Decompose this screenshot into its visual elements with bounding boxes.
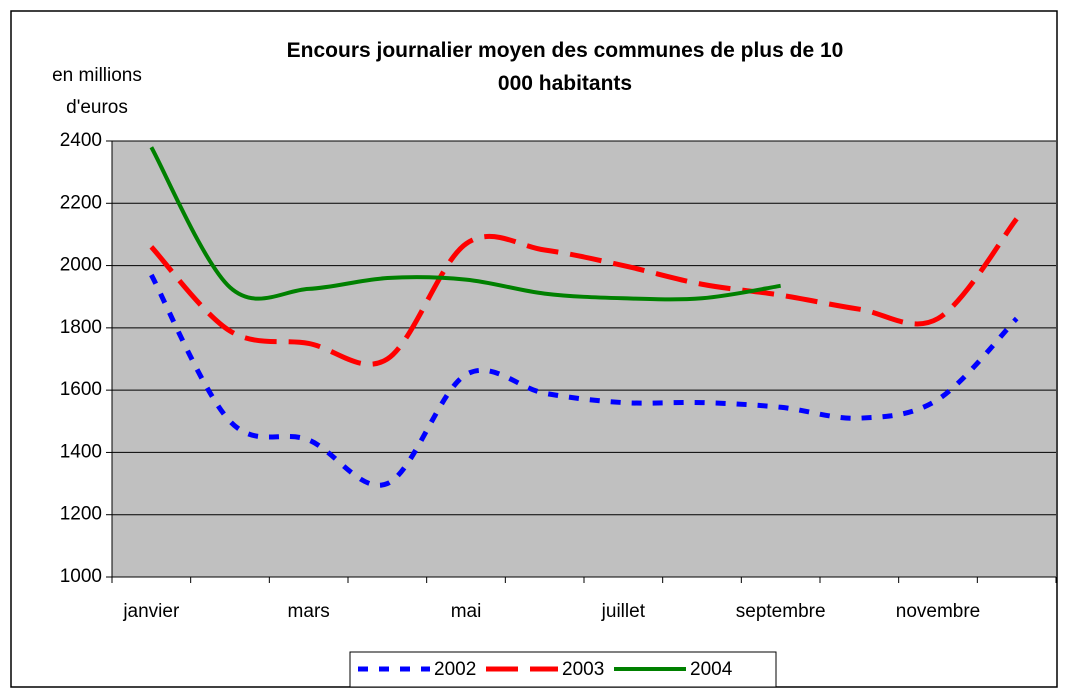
y-tick-label: 2000 xyxy=(60,255,102,276)
lines xyxy=(149,146,1019,488)
legend-label: 2003 xyxy=(562,659,604,680)
x-tick-label: mars xyxy=(288,601,330,622)
legend-label: 2002 xyxy=(434,659,476,680)
y-tick-label: 2200 xyxy=(60,192,102,213)
x-tick-label: septembre xyxy=(736,601,826,622)
x-tick-label: juillet xyxy=(601,601,646,622)
x-tick-label: novembre xyxy=(896,601,981,622)
axes: 1000 1200 1400 1600 1800 2000 2200 2400 janvier m… xyxy=(60,130,1057,622)
y-tick-label: 1400 xyxy=(60,441,102,462)
series-line xyxy=(149,217,1019,367)
y-tick-label: 1200 xyxy=(60,504,102,525)
legend-label: 2004 xyxy=(690,659,733,680)
series-line xyxy=(149,146,781,302)
plot-area xyxy=(112,141,1056,577)
y-axis-label: en millions d'euros xyxy=(52,65,142,118)
chart-title: Encours journalier moyen des communes de… xyxy=(286,39,844,95)
y-tick-label: 1800 xyxy=(60,317,102,338)
y-tick-label: 2400 xyxy=(60,130,102,151)
y-tick-label: 1600 xyxy=(60,379,102,400)
series-line xyxy=(149,273,1019,488)
legend: 2002 2003 2004 xyxy=(358,659,733,680)
x-tick-label: janvier xyxy=(122,601,180,622)
y-tick-label: 1000 xyxy=(60,566,102,587)
x-tick-label: mai xyxy=(451,601,482,622)
grid xyxy=(112,140,1056,578)
